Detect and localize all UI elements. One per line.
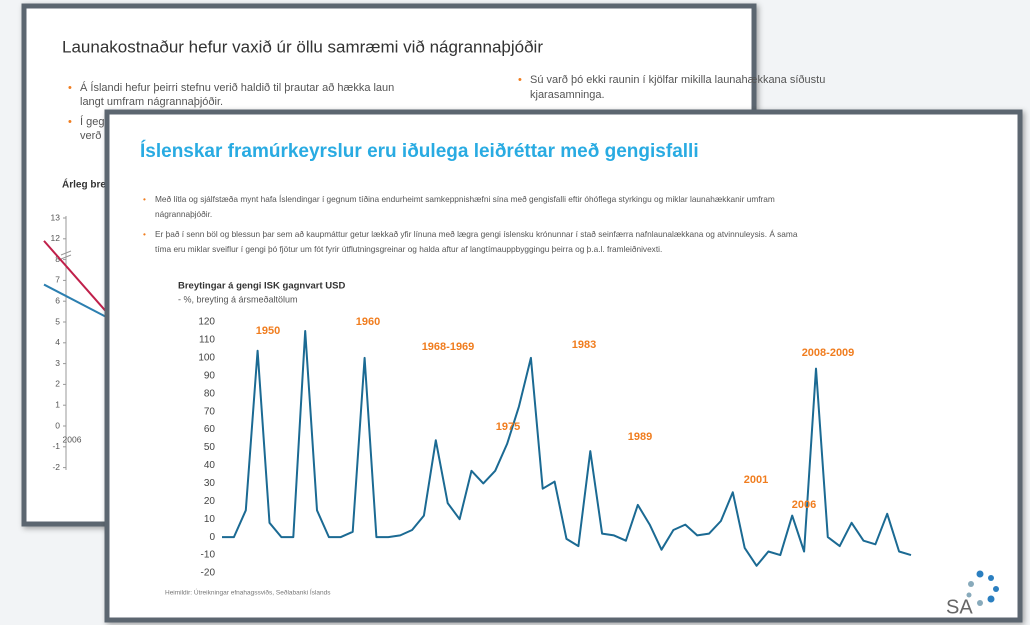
- bullet-text: Með lítla og sjálfstæða mynt hafa Íslend…: [155, 194, 775, 204]
- y-tick-label: 1: [55, 399, 60, 409]
- x-tick-label: 2006: [63, 434, 82, 444]
- y-tick-label: 50: [204, 442, 216, 453]
- y-tick-label: 110: [199, 335, 215, 346]
- bullet-marker: •: [518, 74, 522, 86]
- y-tick-label: 80: [204, 388, 216, 399]
- bullet-marker: •: [68, 82, 72, 94]
- line: [222, 330, 912, 567]
- y-tick-label: 5: [55, 316, 60, 326]
- logo-dots: [966, 570, 999, 606]
- y-tick-label: 12: [51, 233, 61, 243]
- bullet-text: Í geg: [80, 115, 104, 128]
- y-tick-label: 10: [204, 514, 216, 525]
- line: [43, 240, 109, 315]
- bullet-marker: •: [143, 229, 146, 239]
- bullet-text: kjarasamninga.: [530, 89, 605, 101]
- slide-frame: [104, 109, 1023, 623]
- y-tick-label: 0: [55, 420, 60, 430]
- y-tick-label: 3: [55, 358, 60, 368]
- bullet-text: langt umfram nágrannaþjóðir.: [80, 96, 223, 108]
- y-tick-label: -20: [201, 568, 216, 579]
- y-tick-label: 60: [204, 424, 216, 435]
- y-tick-label: 2: [55, 379, 60, 389]
- annotation: 1989: [628, 431, 652, 443]
- axis-break: [60, 250, 72, 260]
- front-slide: Íslenskar framúrkeyrslur eru iðulega lei…: [104, 109, 1023, 623]
- slide-title: Launakostnaður hefur vaxið úr öllu samræ…: [62, 37, 543, 56]
- bullet-text: tíma eru miklar sveiflur í gengi þó fjöt…: [155, 244, 662, 254]
- bullet-text: Á Íslandi hefur þeirri stefnu verið hald…: [80, 81, 394, 94]
- annotation: 2008-2009: [802, 347, 855, 359]
- annotation: 1975: [496, 421, 520, 433]
- y-tick-label: -10: [201, 550, 216, 561]
- annotation: 2001: [744, 474, 768, 486]
- chart-title: Árleg bre: [62, 178, 106, 191]
- slide-title: Íslenskar framúrkeyrslur eru iðulega lei…: [140, 140, 699, 162]
- y-tick-label: 6: [55, 295, 60, 305]
- y-tick-label: 0: [209, 532, 215, 543]
- logo: SA: [946, 596, 973, 618]
- bullet-marker: •: [68, 116, 72, 128]
- source: Heimildir: Útreikningar efnahagssviðs, S…: [165, 588, 331, 597]
- y-tick-label: 20: [204, 496, 216, 507]
- y-tick-label: 7: [55, 275, 60, 285]
- y-tick-label: 90: [204, 370, 216, 381]
- chart-title: Breytingar á gengi ISK gagnvart USD: [178, 281, 345, 292]
- bullet-text: Sú varð þó ekki raunin í kjölfar mikilla…: [530, 74, 825, 86]
- chart-subtitle: - %, breyting á ársmeðaltölum: [178, 294, 298, 304]
- annotation: 2006: [792, 499, 816, 511]
- annotation: 1968-1969: [422, 341, 475, 353]
- y-tick-label: 70: [204, 406, 216, 417]
- y-tick-label: 8: [55, 254, 60, 264]
- y-tick-label: -2: [52, 462, 60, 472]
- y-tick-label: 100: [198, 352, 215, 363]
- annotation: 1960: [356, 316, 380, 328]
- line: [43, 283, 109, 319]
- y-tick-label: 120: [198, 317, 215, 328]
- bullet-text: verð: [80, 130, 101, 142]
- bullet-marker: •: [143, 194, 146, 204]
- bullet-text: Er það í senn böl og blessun þar sem að …: [155, 229, 798, 239]
- bullet-text: nágrannaþjóðir.: [155, 209, 212, 219]
- y-tick-label: -1: [52, 441, 60, 451]
- annotation: 1950: [256, 325, 280, 337]
- y-tick-label: 40: [204, 460, 216, 471]
- y-tick-label: 13: [51, 212, 61, 222]
- y-tick-label: 4: [55, 337, 60, 347]
- annotation: 1983: [572, 339, 596, 351]
- y-tick-label: 30: [204, 478, 216, 489]
